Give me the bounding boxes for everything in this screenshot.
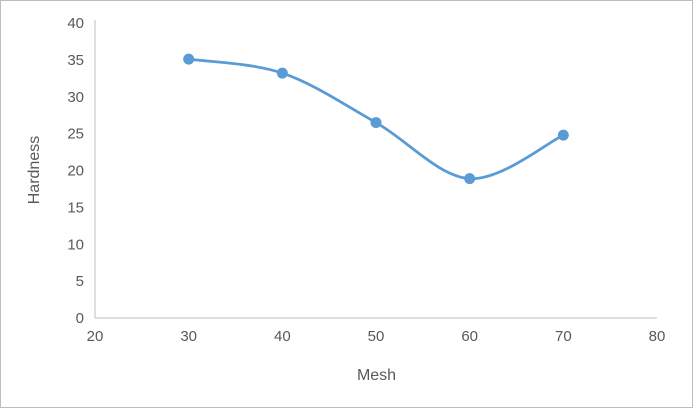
x-tick-label: 80 [649,328,666,345]
y-tick-label: 40 [67,15,84,32]
y-tick-label: 35 [67,52,84,69]
x-tick-label: 70 [555,328,572,345]
y-tick-label: 30 [67,89,84,106]
x-axis-title: Mesh [356,367,397,384]
x-tick-label: 60 [461,328,478,345]
x-tick-label: 40 [274,328,291,345]
y-tick-label: 15 [67,199,84,216]
x-tick-label: 30 [180,328,197,345]
y-tick-label: 10 [67,236,84,253]
y-tick-label: 0 [76,310,84,327]
y-axis-title: Hardness [26,135,43,205]
data-point-marker [464,173,476,185]
data-point-marker [370,117,382,129]
data-point-marker [557,129,569,141]
data-point-marker [183,53,195,65]
x-tick-label: 20 [87,328,104,345]
y-tick-label: 20 [67,163,84,180]
x-tick-label: 50 [368,328,385,345]
y-tick-label: 25 [67,126,84,143]
data-point-marker [276,67,288,79]
y-tick-label: 5 [76,273,84,290]
